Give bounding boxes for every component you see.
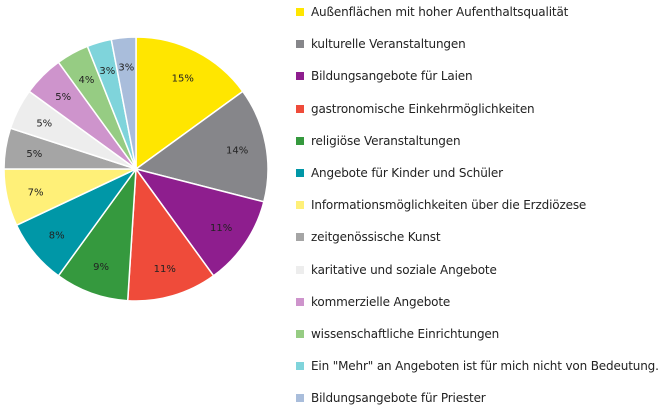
legend-item: Außenflächen mit hoher Aufenthaltsqualit… [296, 3, 568, 21]
legend-item: Angebote für Kinder und Schüler [296, 164, 503, 182]
legend-item: zeitgenössische Kunst [296, 228, 441, 246]
slice-data-label: 4% [78, 75, 94, 86]
legend-label: religiöse Veranstaltungen [311, 133, 461, 148]
legend-item: Ein "Mehr" an Angeboten ist für mich nic… [296, 357, 659, 375]
legend-swatch [296, 201, 304, 210]
pie-slice [110, 36, 137, 170]
legend-item: kommerzielle Angebote [296, 293, 450, 311]
legend-label: Bildungsangebote für Laien [311, 69, 473, 84]
legend-swatch [296, 8, 304, 16]
legend-label: Informationsmöglichkeiten über die Erzdi… [311, 198, 587, 213]
legend-label: wissenschaftliche Einrichtungen [311, 327, 500, 341]
legend-swatch [296, 297, 304, 306]
legend-label: Bildungsangebote für Priester [311, 391, 486, 406]
pie-slice [134, 90, 269, 203]
legend-swatch [296, 169, 304, 177]
legend-item: gastronomische Einkehrmöglichkeiten [296, 100, 535, 118]
legend-item: kulturelle Veranstaltungen [296, 35, 466, 53]
slice-data-label: 3% [118, 63, 134, 74]
legend-swatch [296, 330, 304, 338]
legend-swatch [296, 362, 304, 371]
pie-chart: 15% 14% 11% 11% 9% 8% 7% 5% 5% 5% 4% 3% 3% [3, 36, 269, 302]
slice-data-label: 7% [28, 187, 44, 198]
legend-label: kommerzielle Angebote [311, 294, 451, 309]
slice-data-label: 5% [36, 118, 52, 129]
slice-data-label: 5% [26, 149, 42, 160]
slice-data-label: 8% [49, 231, 65, 242]
slice-data-label: 15% [172, 73, 194, 84]
legend-item: religiöse Veranstaltungen [296, 132, 461, 150]
legend-label: zeitgenössische Kunst [311, 230, 441, 245]
legend-swatch [296, 136, 304, 145]
slice-data-label: 9% [93, 262, 109, 273]
legend-label: kulturelle Veranstaltungen [311, 37, 466, 52]
legend-swatch [296, 394, 304, 403]
pie-slice [134, 167, 265, 277]
legend-label: Angebote für Kinder und Schüler [311, 166, 503, 180]
legend-item: wissenschaftliche Einrichtungen [296, 325, 499, 343]
legend-label: gastronomische Einkehrmöglichkeiten [311, 101, 535, 116]
legend-swatch [296, 104, 304, 113]
slice-data-label: 14% [226, 146, 248, 157]
slice-data-label: 5% [55, 92, 71, 103]
legend-item: Informationsmöglichkeiten über die Erzdi… [296, 196, 586, 214]
legend-item: Bildungsangebote für Priester [296, 389, 486, 407]
legend-label: Außenflächen mit hoher Aufenthaltsqualit… [311, 5, 569, 19]
legend-swatch [296, 233, 304, 242]
legend-item: Bildungsangebote für Laien [296, 67, 473, 85]
pie-slice [126, 166, 215, 302]
slice-data-label: 11% [154, 264, 176, 275]
slice-data-label: 11% [210, 223, 232, 234]
pie-data-labels: 15% 14% 11% 11% 9% 8% 7% 5% 5% 5% 4% 3% 3% [26, 63, 248, 275]
legend-label: karitative und soziale Angebote [311, 262, 497, 277]
slice-data-label: 3% [99, 66, 115, 77]
legend-swatch [296, 40, 304, 49]
legend-item: karitative und soziale Angebote [296, 261, 497, 279]
legend-swatch [296, 265, 304, 274]
legend-swatch [296, 72, 304, 81]
pie-slice [135, 36, 244, 171]
pie-slices [3, 36, 269, 302]
legend-label: Ein "Mehr" an Angeboten ist für mich nic… [311, 359, 659, 374]
chart-legend: Außenflächen mit hoher Aufenthaltsqualit… [296, 0, 668, 412]
